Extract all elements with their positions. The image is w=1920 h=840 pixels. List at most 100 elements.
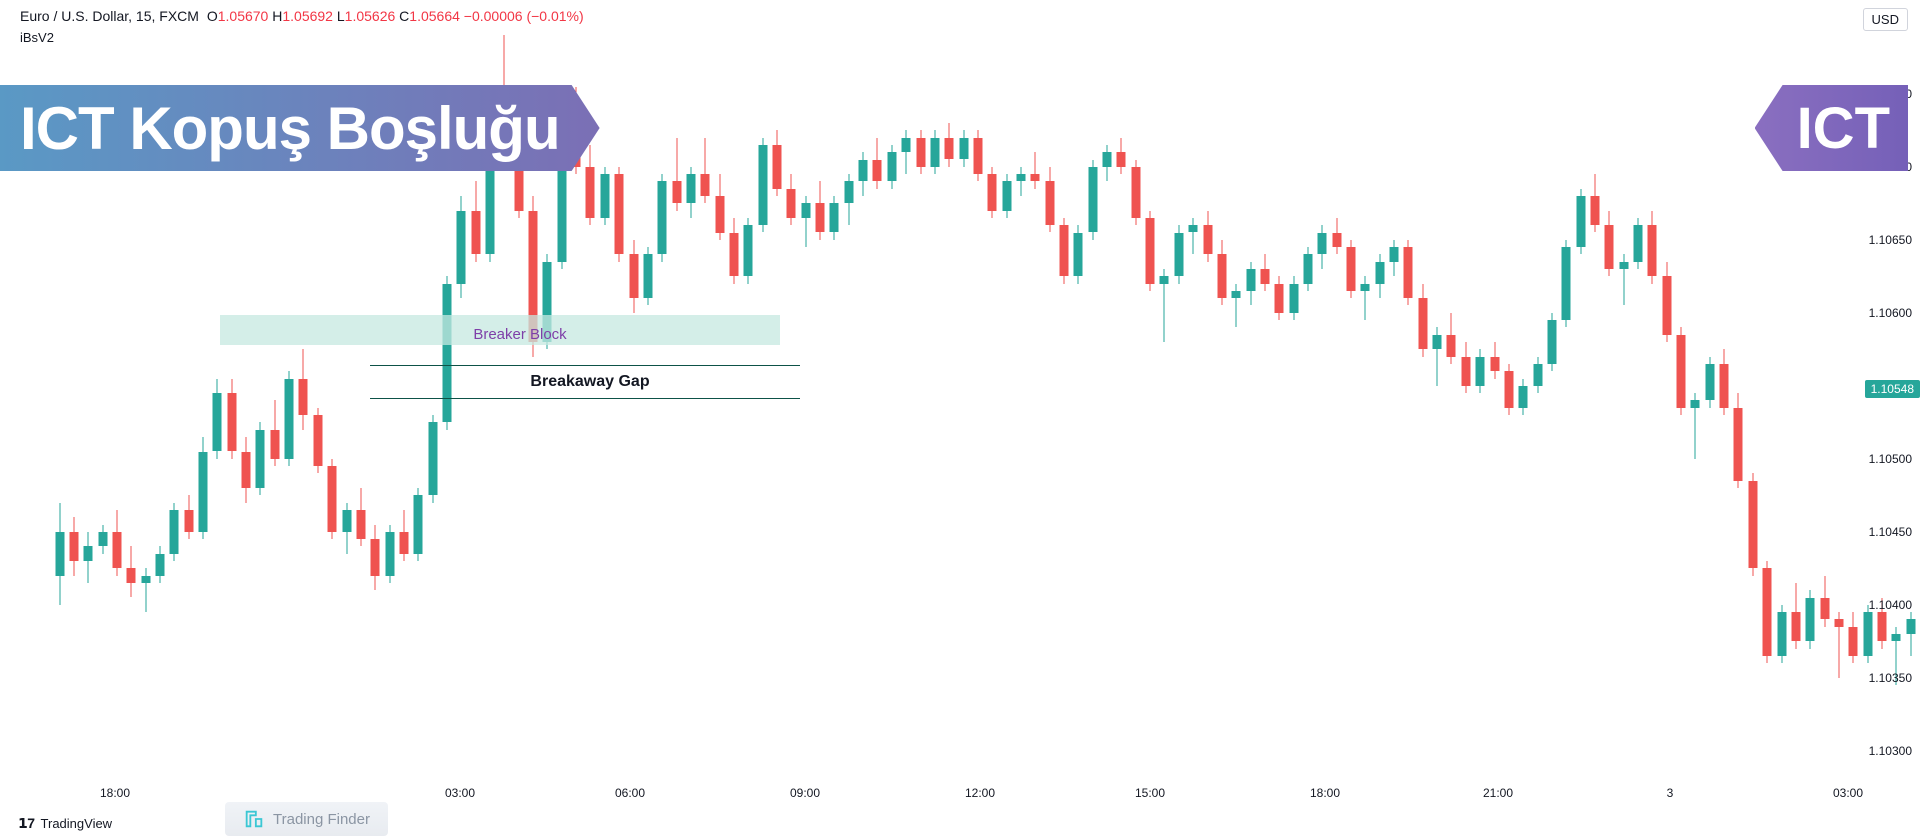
candle[interactable]	[658, 50, 667, 780]
candle[interactable]	[1174, 50, 1183, 780]
candle[interactable]	[916, 50, 925, 780]
candle[interactable]	[801, 50, 810, 780]
candle[interactable]	[1748, 50, 1757, 780]
candle[interactable]	[1404, 50, 1413, 780]
candle[interactable]	[973, 50, 982, 780]
candle[interactable]	[1476, 50, 1485, 780]
candle[interactable]	[1045, 50, 1054, 780]
candle[interactable]	[844, 50, 853, 780]
candle[interactable]	[600, 50, 609, 780]
symbol-name[interactable]: Euro / U.S. Dollar, 15, FXCM	[20, 8, 199, 24]
breakaway-gap-label: Breakaway Gap	[530, 373, 649, 391]
candle[interactable]	[1648, 50, 1657, 780]
x-axis-tick: 03:00	[1833, 786, 1863, 800]
candle[interactable]	[1246, 50, 1255, 780]
candle[interactable]	[1060, 50, 1069, 780]
candle[interactable]	[830, 50, 839, 780]
candle[interactable]	[615, 50, 624, 780]
candle[interactable]	[1217, 50, 1226, 780]
candle[interactable]	[988, 50, 997, 780]
candle[interactable]	[787, 50, 796, 780]
candle[interactable]	[1332, 50, 1341, 780]
candle[interactable]	[930, 50, 939, 780]
candle[interactable]	[744, 50, 753, 780]
tradingview-logo-icon: 𝟭7	[18, 815, 35, 832]
candle[interactable]	[1347, 50, 1356, 780]
candle[interactable]	[773, 50, 782, 780]
ohlc-l-label: L	[337, 8, 345, 24]
candle[interactable]	[1146, 50, 1155, 780]
candle[interactable]	[1705, 50, 1714, 780]
candle[interactable]	[1289, 50, 1298, 780]
candle[interactable]	[816, 50, 825, 780]
candle[interactable]	[1634, 50, 1643, 780]
candle[interactable]	[1677, 50, 1686, 780]
candle[interactable]	[1576, 50, 1585, 780]
candle[interactable]	[1016, 50, 1025, 780]
candle[interactable]	[1361, 50, 1370, 780]
candle[interactable]	[1117, 50, 1126, 780]
candle[interactable]	[1103, 50, 1112, 780]
tradingview-label: TradingView	[41, 816, 113, 831]
candle[interactable]	[1533, 50, 1542, 780]
candle[interactable]	[902, 50, 911, 780]
candle[interactable]	[629, 50, 638, 780]
candle[interactable]	[887, 50, 896, 780]
candle[interactable]	[1433, 50, 1442, 780]
candle[interactable]	[1232, 50, 1241, 780]
candle[interactable]	[1691, 50, 1700, 780]
candle[interactable]	[1490, 50, 1499, 780]
candle[interactable]	[1619, 50, 1628, 780]
candle[interactable]	[1662, 50, 1671, 780]
candle[interactable]	[873, 50, 882, 780]
candle[interactable]	[1547, 50, 1556, 780]
candle[interactable]	[1734, 50, 1743, 780]
x-axis-tick: 3	[1667, 786, 1674, 800]
candle[interactable]	[586, 50, 595, 780]
candle[interactable]	[1375, 50, 1384, 780]
candle[interactable]	[1447, 50, 1456, 780]
candle[interactable]	[758, 50, 767, 780]
ohlc-c-value: 1.05664	[409, 8, 460, 24]
y-axis-tick: 1.10400	[1869, 598, 1912, 612]
candle[interactable]	[1519, 50, 1528, 780]
indicator-label[interactable]: iBsV2	[20, 30, 54, 45]
candle[interactable]	[1074, 50, 1083, 780]
candle[interactable]	[643, 50, 652, 780]
candle[interactable]	[686, 50, 695, 780]
candle[interactable]	[1504, 50, 1513, 780]
candle[interactable]	[1160, 50, 1169, 780]
candle[interactable]	[959, 50, 968, 780]
x-axis-tick: 15:00	[1135, 786, 1165, 800]
ohlc-l-value: 1.05626	[345, 8, 396, 24]
candle[interactable]	[1763, 50, 1772, 780]
candle[interactable]	[672, 50, 681, 780]
candle[interactable]	[1131, 50, 1140, 780]
candle[interactable]	[945, 50, 954, 780]
candle[interactable]	[1605, 50, 1614, 780]
candle[interactable]	[1031, 50, 1040, 780]
candle[interactable]	[1418, 50, 1427, 780]
candle[interactable]	[1189, 50, 1198, 780]
candle[interactable]	[1720, 50, 1729, 780]
candle[interactable]	[1562, 50, 1571, 780]
candle[interactable]	[1275, 50, 1284, 780]
candle[interactable]	[729, 50, 738, 780]
candle[interactable]	[1590, 50, 1599, 780]
candle[interactable]	[1390, 50, 1399, 780]
candle[interactable]	[1260, 50, 1269, 780]
candle[interactable]	[1203, 50, 1212, 780]
candle[interactable]	[1002, 50, 1011, 780]
candle[interactable]	[1303, 50, 1312, 780]
currency-badge[interactable]: USD	[1863, 8, 1908, 31]
ohlc-o-value: 1.05670	[218, 8, 269, 24]
candle[interactable]	[859, 50, 868, 780]
candle[interactable]	[1088, 50, 1097, 780]
candle[interactable]	[701, 50, 710, 780]
current-price-label: 1.10548	[1865, 380, 1920, 398]
y-axis-tick: 1.10450	[1869, 525, 1912, 539]
candle[interactable]	[1461, 50, 1470, 780]
candle[interactable]	[1318, 50, 1327, 780]
ohlc-o-label: O	[207, 8, 218, 24]
candle[interactable]	[715, 50, 724, 780]
